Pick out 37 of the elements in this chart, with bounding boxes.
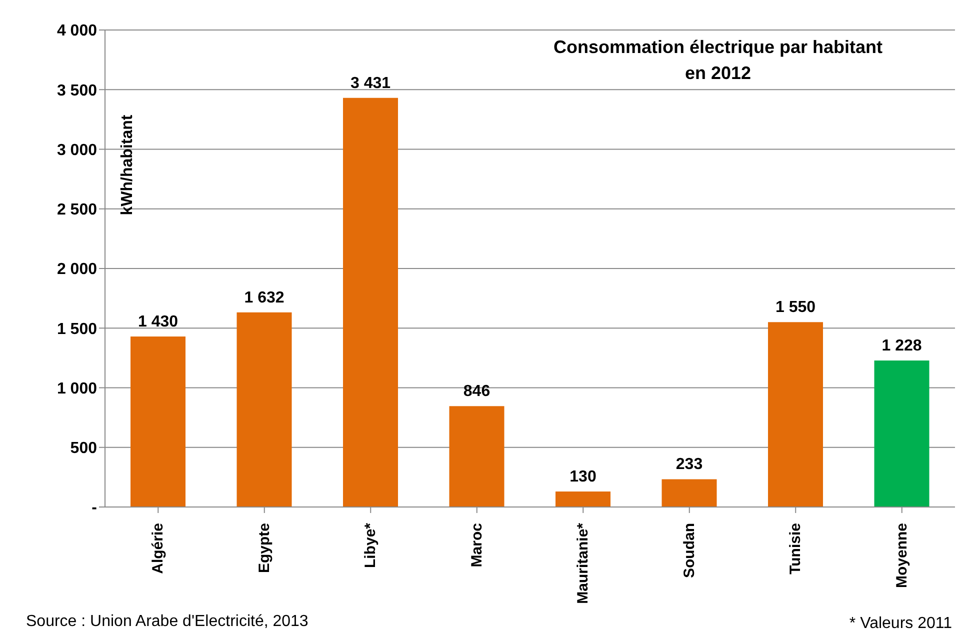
- data-label: 130: [570, 468, 596, 486]
- y-tick-label: -: [92, 500, 97, 517]
- data-label: 1 228: [882, 338, 922, 355]
- y-tick-label: 4 000: [56, 22, 98, 40]
- y-tick-label: 1 000: [56, 380, 98, 398]
- bar: [556, 492, 610, 507]
- x-tick-label: Tunisie: [787, 523, 804, 574]
- text: Consommation électrique par habitant en 2012: [552, 36, 884, 85]
- y-tick-label: 500: [70, 440, 98, 458]
- bar: [449, 406, 504, 507]
- bar: [130, 336, 186, 507]
- bar: [343, 98, 398, 507]
- text: * Valeurs 2011: [849, 615, 952, 633]
- y-tick-label: 3 500: [56, 82, 98, 100]
- y-tick-label: 3 000: [56, 142, 98, 159]
- x-tick-label: Libye*: [362, 522, 380, 568]
- source-note: Source : Union Arabe d'Electricité, 2013: [26, 613, 308, 631]
- y-tick-label: 2 500: [56, 202, 98, 219]
- x-tick-label: Egypte: [256, 523, 273, 574]
- x-tick-label: Soudan: [680, 523, 698, 578]
- bar: [874, 360, 930, 507]
- x-tick-label: Algérie: [150, 523, 167, 574]
- data-label: 1 550: [775, 299, 816, 316]
- bar: [768, 322, 823, 507]
- x-tick-label: Maroc: [468, 523, 486, 568]
- data-label: 3 431: [350, 74, 391, 92]
- data-label: 1 430: [138, 313, 178, 330]
- x-tick-label: Mauritanie*: [574, 522, 592, 604]
- data-label: 233: [676, 456, 703, 474]
- data-label: 1 632: [244, 289, 284, 306]
- data-label: 846: [463, 383, 490, 400]
- bar: [236, 312, 292, 507]
- y-axis-title: kWh/habitant: [119, 114, 137, 216]
- x-tick-label: Moyenne: [893, 523, 910, 588]
- y-tick-label: 2 000: [56, 261, 98, 278]
- y-tick-label: 1 500: [56, 320, 98, 338]
- bar: [662, 479, 717, 507]
